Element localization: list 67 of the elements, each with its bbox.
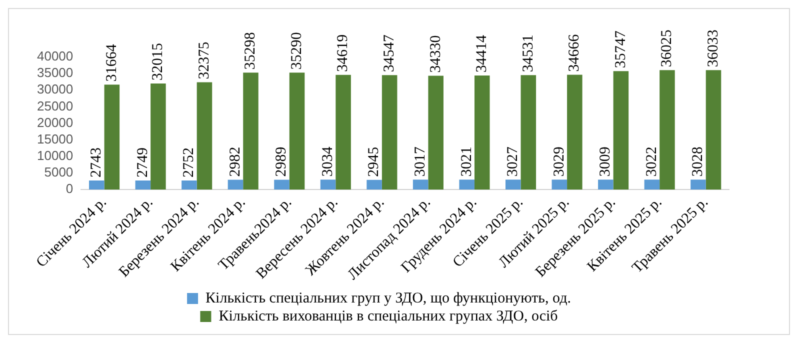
bar	[366, 180, 382, 190]
data-label: 2743	[88, 148, 105, 178]
bar	[567, 74, 582, 190]
data-label: 32375	[196, 42, 212, 80]
bar	[336, 74, 351, 190]
data-label: 31664	[104, 44, 120, 82]
bar	[382, 75, 398, 190]
bar	[228, 180, 244, 190]
bar	[598, 180, 614, 190]
bar	[135, 180, 151, 190]
bar	[644, 180, 660, 190]
data-label: 36025	[659, 30, 676, 68]
data-label: 3021	[458, 146, 475, 177]
data-label: 34330	[428, 35, 444, 73]
data-label: 34547	[382, 34, 398, 72]
bar	[320, 180, 336, 190]
bar	[196, 82, 212, 190]
data-label: 34666	[566, 34, 583, 72]
bar	[660, 70, 675, 190]
y-tick-label: 10000	[36, 148, 74, 164]
data-label: 3009	[598, 146, 614, 177]
bar	[690, 180, 706, 190]
legend-label: Кількість вихованців в спеціальних групах ЗДО, осіб	[218, 308, 558, 324]
data-label: 35290	[288, 32, 305, 70]
data-label: 34414	[474, 34, 490, 73]
data-label: 2752	[181, 148, 198, 178]
data-label: 34619	[335, 34, 352, 72]
data-label: 3022	[644, 146, 660, 177]
bar	[104, 84, 120, 190]
y-tick-label: 25000	[36, 98, 74, 114]
bar	[613, 71, 629, 190]
data-label: 32015	[150, 42, 166, 80]
data-label: 3029	[551, 146, 568, 177]
data-label: 2982	[227, 146, 244, 177]
bar	[474, 76, 490, 190]
data-label: 35298	[242, 32, 259, 70]
y-tick-label: 5000	[44, 164, 74, 180]
y-tick-label: 0	[66, 181, 74, 196]
bar	[428, 76, 444, 190]
y-tick-label: 20000	[36, 114, 74, 130]
y-tick-label: 35000	[36, 65, 74, 80]
bar	[150, 83, 166, 190]
bar	[289, 72, 305, 190]
data-label: 3027	[505, 146, 522, 177]
data-label: 3034	[320, 146, 336, 177]
bar	[89, 180, 104, 190]
y-tick-label: 15000	[36, 131, 74, 146]
y-tick-label: 40000	[36, 48, 74, 64]
data-label: 2749	[134, 148, 151, 178]
bar	[243, 72, 258, 190]
data-label: 2945	[366, 146, 382, 177]
data-label: 2989	[274, 146, 290, 177]
data-label: 3017	[412, 146, 429, 177]
bar	[274, 180, 290, 190]
bar	[520, 75, 536, 190]
data-label: 3028	[690, 146, 706, 177]
bar	[552, 180, 568, 190]
bar	[459, 180, 474, 190]
bar	[706, 70, 722, 190]
data-label: 36033	[705, 30, 722, 68]
data-label: 34531	[520, 34, 536, 72]
bar	[505, 180, 521, 190]
data-label: 35747	[612, 30, 629, 68]
bar	[182, 180, 197, 190]
legend-label: Кількість спеціальних груп у ЗДО, що функціонують, од.	[206, 290, 571, 306]
bar	[412, 180, 428, 190]
y-tick-label: 30000	[36, 82, 74, 97]
